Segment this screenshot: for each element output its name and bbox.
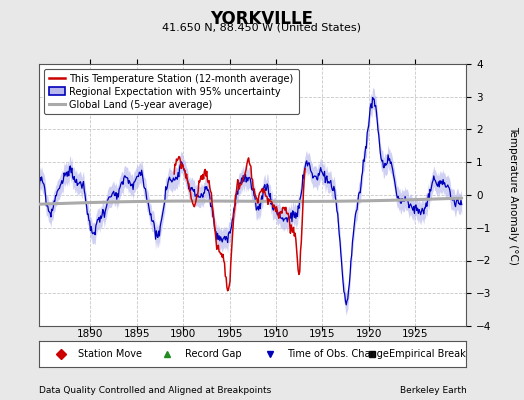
- Text: 1905: 1905: [216, 329, 243, 339]
- Legend: This Temperature Station (12-month average), Regional Expectation with 95% uncer: This Temperature Station (12-month avera…: [44, 69, 299, 114]
- Y-axis label: Temperature Anomaly (°C): Temperature Anomaly (°C): [508, 126, 518, 264]
- Text: 41.650 N, 88.450 W (United States): 41.650 N, 88.450 W (United States): [162, 22, 362, 32]
- Text: Station Move: Station Move: [78, 349, 141, 359]
- Text: 1915: 1915: [309, 329, 336, 339]
- Text: 1890: 1890: [77, 329, 104, 339]
- Text: Time of Obs. Change: Time of Obs. Change: [287, 349, 389, 359]
- Text: 1900: 1900: [170, 329, 196, 339]
- Text: 1895: 1895: [124, 329, 150, 339]
- Text: Record Gap: Record Gap: [184, 349, 241, 359]
- Text: Data Quality Controlled and Aligned at Breakpoints: Data Quality Controlled and Aligned at B…: [39, 386, 271, 395]
- Text: Empirical Break: Empirical Break: [389, 349, 466, 359]
- Text: Berkeley Earth: Berkeley Earth: [400, 386, 466, 395]
- Text: 1910: 1910: [263, 329, 289, 339]
- Text: 1925: 1925: [402, 329, 429, 339]
- Text: 1920: 1920: [356, 329, 382, 339]
- Text: YORKVILLE: YORKVILLE: [211, 10, 313, 28]
